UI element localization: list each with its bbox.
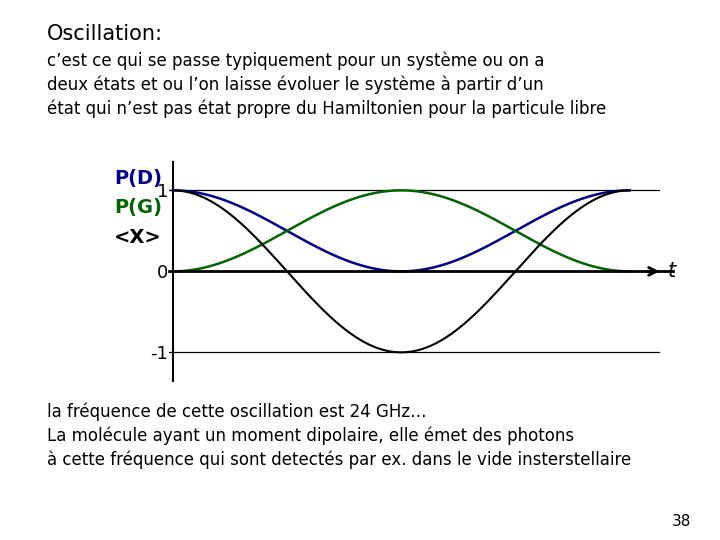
Text: <X>: <X> — [114, 228, 162, 247]
Text: 38: 38 — [672, 514, 691, 529]
Text: t: t — [668, 261, 676, 281]
Text: c’est ce qui se passe typiquement pour un système ou on a
deux états et ou l’on : c’est ce qui se passe typiquement pour u… — [47, 51, 606, 118]
Text: P(D): P(D) — [114, 168, 162, 188]
Text: Oscillation:: Oscillation: — [47, 24, 163, 44]
Text: P(G): P(G) — [114, 199, 162, 218]
Text: la fréquence de cette oscillation est 24 GHz…
La molécule ayant un moment dipola: la fréquence de cette oscillation est 24… — [47, 402, 631, 469]
